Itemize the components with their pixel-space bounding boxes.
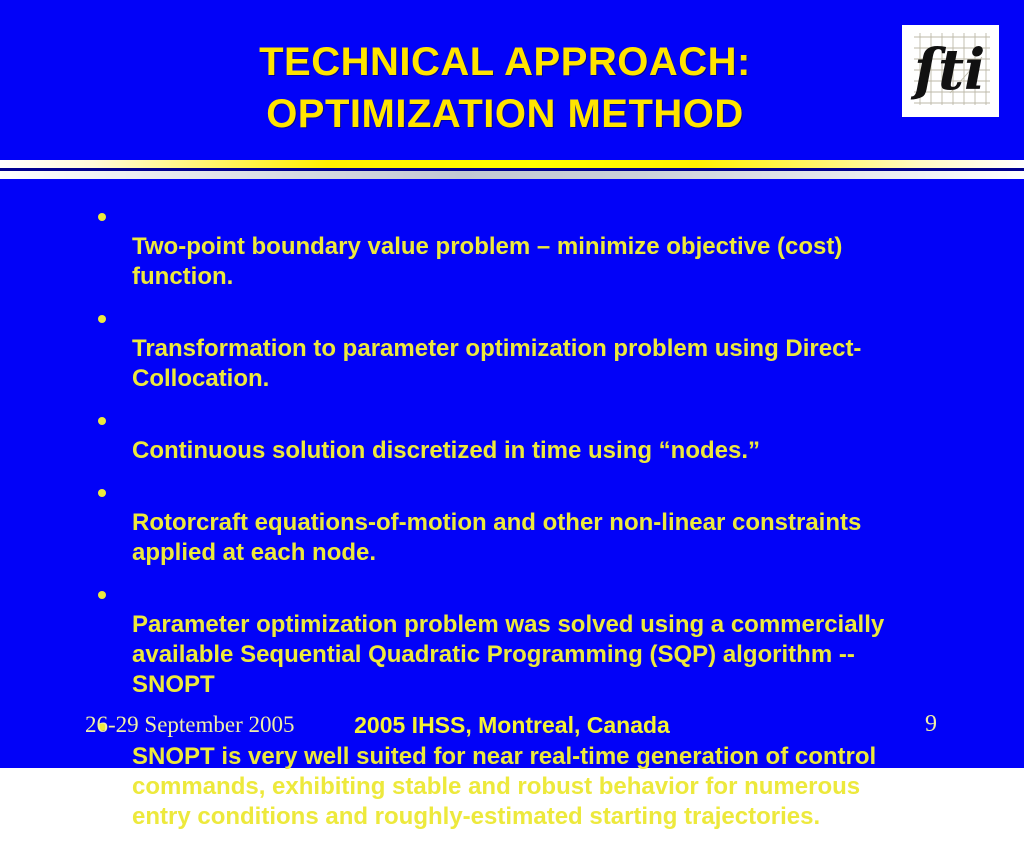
bullet-text: Rotorcraft equations-of-motion and other… bbox=[132, 509, 862, 566]
bullet-dot-icon bbox=[98, 213, 106, 221]
divider-yellow-bar bbox=[0, 160, 1024, 168]
bullet-item: Continuous solution discretized in time … bbox=[98, 406, 982, 466]
bullet-item: Transformation to parameter optimization… bbox=[98, 304, 982, 394]
sti-logo-graphic: ſti bbox=[910, 33, 990, 105]
bullet-item: Parameter optimization problem was solve… bbox=[98, 580, 982, 700]
footer-page-number: 9 bbox=[925, 711, 937, 737]
slide-title: TECHNICAL APPROACH: OPTIMIZATION METHOD bbox=[259, 40, 751, 136]
bullet-text: Transformation to parameter optimization… bbox=[132, 335, 862, 392]
bullet-dot-icon bbox=[98, 489, 106, 497]
bullet-dot-icon bbox=[98, 417, 106, 425]
bullet-item: Two-point boundary value problem – minim… bbox=[98, 202, 982, 292]
bullet-text: Continuous solution discretized in time … bbox=[132, 437, 761, 464]
divider-navy-gap bbox=[0, 168, 1024, 171]
bullet-text: SNOPT is very well suited for near real-… bbox=[132, 743, 877, 830]
bullet-dot-icon bbox=[98, 315, 106, 323]
sti-logo: ſti bbox=[902, 25, 999, 117]
footer-conference: 2005 IHSS, Montreal, Canada bbox=[354, 712, 670, 738]
bullet-text: Two-point boundary value problem – minim… bbox=[132, 233, 843, 290]
footer-date: 26-29 September 2005 bbox=[85, 712, 295, 737]
bullet-item: Rotorcraft equations-of-motion and other… bbox=[98, 478, 982, 568]
slide-body: Two-point boundary value problem – minim… bbox=[98, 202, 982, 844]
sti-logo-glyph: ſti bbox=[910, 37, 985, 103]
divider-silver-bar bbox=[0, 171, 1024, 179]
bullet-dot-icon bbox=[98, 723, 106, 731]
bullet-text: Parameter optimization problem was solve… bbox=[132, 611, 885, 698]
bullet-dot-icon bbox=[98, 591, 106, 599]
